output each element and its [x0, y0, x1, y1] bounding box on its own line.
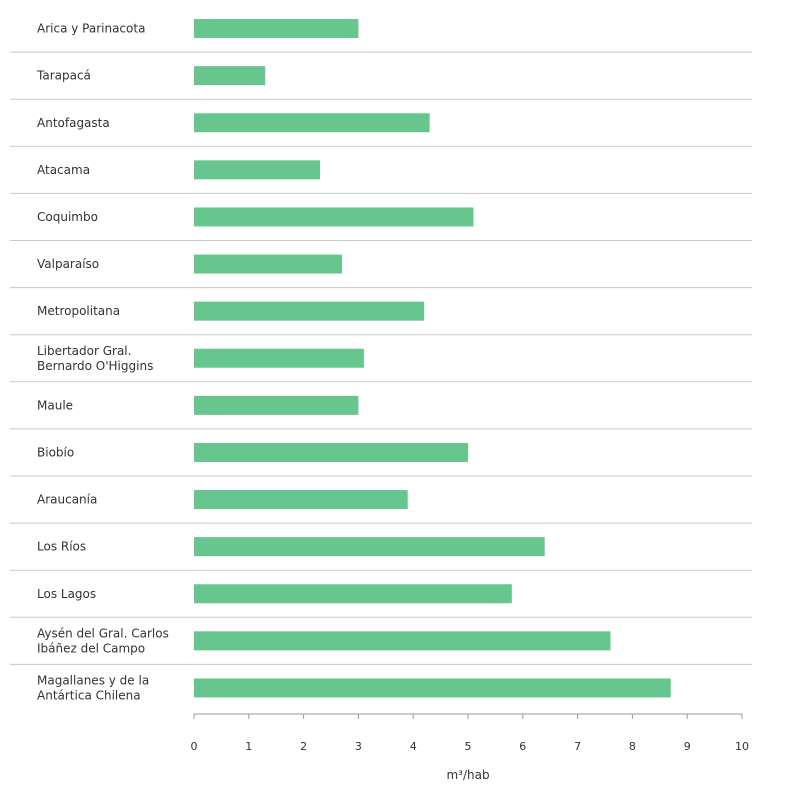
category-label: Libertador Gral. Bernardo O'Higgins	[37, 344, 153, 373]
bar	[194, 631, 611, 651]
bar	[194, 207, 474, 227]
category-label: Magallanes y de la Antártica Chilena	[37, 673, 149, 702]
category-label-line: Arica y Parinacota	[37, 22, 145, 36]
bar	[194, 19, 359, 39]
category-label-line: Magallanes y de la	[37, 673, 149, 687]
x-tick-label: 1	[245, 740, 252, 753]
bar	[194, 537, 545, 557]
x-axis-title: m³/hab	[446, 768, 489, 782]
bar	[194, 348, 364, 368]
category-label: Maule	[37, 398, 73, 412]
bars	[194, 19, 671, 698]
category-label: Valparaíso	[37, 257, 99, 271]
category-label: Tarapacá	[36, 69, 91, 83]
category-label-line: Valparaíso	[37, 257, 99, 271]
bar	[194, 160, 321, 180]
category-label: Antofagasta	[37, 116, 110, 130]
row-separators	[10, 51, 752, 665]
bar	[194, 584, 512, 604]
x-tick-label: 5	[465, 740, 472, 753]
category-label-line: Antártica Chilena	[37, 688, 141, 702]
bar	[194, 113, 430, 133]
category-label-line: Atacama	[37, 163, 90, 177]
x-axis-ticks: 0 1 2 3 4 5 6 7 8 9 10	[191, 714, 749, 753]
x-tick-label: 2	[300, 740, 307, 753]
bar	[194, 490, 408, 510]
category-label-line: Aysén del Gral. Carlos	[37, 626, 169, 640]
category-label-line: Tarapacá	[36, 69, 91, 83]
category-label: Aysén del Gral. Carlos Ibáñez del Campo	[37, 626, 169, 655]
category-label-line: Araucanía	[37, 493, 97, 507]
bar	[194, 442, 468, 462]
bar	[194, 395, 359, 415]
category-label: Metropolitana	[37, 304, 120, 318]
category-label: Los Lagos	[37, 587, 96, 601]
bar	[194, 678, 671, 698]
x-tick-label: 0	[191, 740, 198, 753]
category-label-line: Maule	[37, 398, 73, 412]
x-tick-label: 9	[684, 740, 691, 753]
category-label-line: Ibáñez del Campo	[37, 641, 145, 655]
category-label: Biobío	[37, 445, 74, 459]
category-label-line: Coquimbo	[37, 210, 98, 224]
category-label: Araucanía	[37, 493, 97, 507]
x-tick-label: 8	[629, 740, 636, 753]
category-label-line: Libertador Gral.	[37, 344, 131, 358]
category-label-line: Metropolitana	[37, 304, 120, 318]
category-label: Arica y Parinacota	[37, 22, 145, 36]
x-tick-label: 10	[735, 740, 749, 753]
x-tick-label: 6	[519, 740, 526, 753]
category-label-line: Los Lagos	[37, 587, 96, 601]
x-tick-label: 4	[410, 740, 417, 753]
bar	[194, 254, 342, 274]
category-label-line: Biobío	[37, 445, 74, 459]
x-tick-label: 3	[355, 740, 362, 753]
category-labels: Arica y Parinacota Tarapacá Antofagasta Ata…	[36, 22, 169, 703]
category-label: Los Ríos	[37, 540, 86, 554]
category-label-line: Antofagasta	[37, 116, 110, 130]
bar	[194, 66, 266, 86]
category-label-line: Bernardo O'Higgins	[37, 359, 153, 373]
category-label: Coquimbo	[37, 210, 98, 224]
category-label-line: Los Ríos	[37, 540, 86, 554]
bar	[194, 301, 425, 321]
category-label: Atacama	[37, 163, 90, 177]
x-tick-label: 7	[574, 740, 581, 753]
